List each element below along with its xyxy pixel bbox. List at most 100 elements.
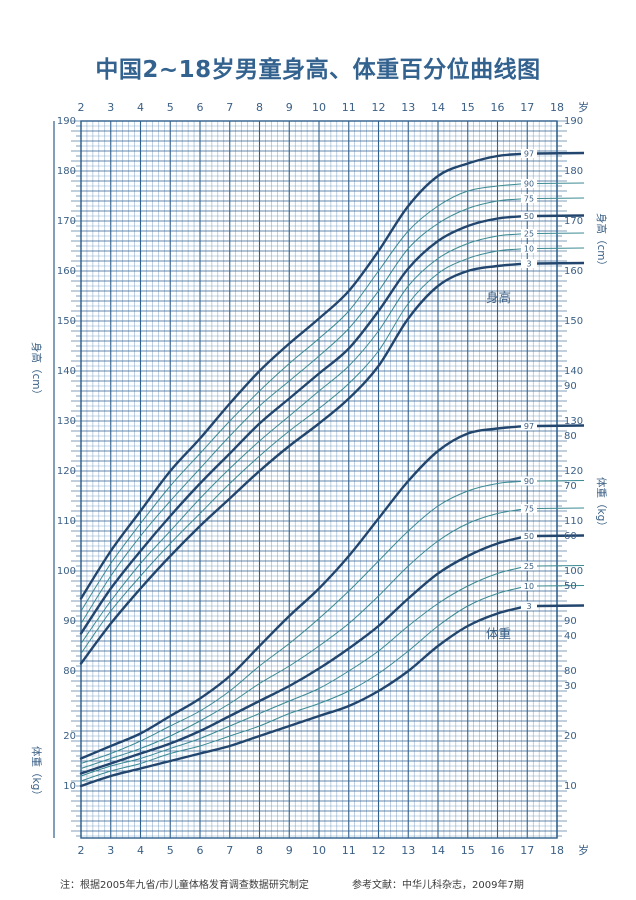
x-tick-label-bottom: 13 xyxy=(401,844,415,857)
weight-curve-p25 xyxy=(80,565,528,777)
x-tick-label-bottom: 11 xyxy=(342,844,356,857)
weight-curve-label-p75: 75 xyxy=(524,505,534,514)
height-curve-p10 xyxy=(80,248,528,654)
footnote: 注：根据2005年九省/市儿童体格发育调查数据研究制定 参考文献：中华儿科杂志，… xyxy=(60,876,564,891)
labels-layer: 2 2 3 3 4 4 5 5 6 6 7 7 8 8 9 9 10 10 11 11 12 12 13 13 14 14 15 15… xyxy=(30,100,608,857)
weight-curve-tail-p97 xyxy=(536,424,585,428)
weight-curve-label-p3: 3 xyxy=(526,602,531,611)
weight-curve-label-p90: 90 xyxy=(524,477,534,486)
x-tick-label-bottom: 14 xyxy=(431,844,445,857)
x-tick-label-top: 4 xyxy=(137,101,144,114)
height-label-bg-p90 xyxy=(521,179,537,188)
height-curve-p97 xyxy=(79,152,529,600)
x-tick-label-top: 5 xyxy=(167,101,174,114)
height-label-bg-p75 xyxy=(521,194,537,203)
weight-curve-tail-p25 xyxy=(536,565,585,567)
x-tick-label-bottom: 2 xyxy=(78,844,85,857)
x-tick-label-top: 10 xyxy=(312,101,326,114)
weight-tick-right: 30 xyxy=(564,681,577,692)
height-tick-left: 100 xyxy=(57,566,76,577)
height-curve-tail-p50 xyxy=(536,214,585,218)
weight-curve-tail-p90 xyxy=(536,480,585,482)
x-tick-label-top: 15 xyxy=(461,101,475,114)
weight-axis-label-right: 体重（kg） xyxy=(595,477,608,532)
x-tick-label-bottom: 8 xyxy=(256,844,263,857)
height-curve-label-p25: 25 xyxy=(524,230,534,239)
height-curve-p3 xyxy=(79,262,529,665)
height-tick-left: 180 xyxy=(57,166,76,177)
x-tick-label-bottom: 5 xyxy=(167,844,174,857)
height-tick-left: 190 xyxy=(57,116,76,127)
height-tick-right: 160 xyxy=(564,266,583,277)
weight-curve-p90 xyxy=(80,480,528,764)
height-tick-right: 100 xyxy=(564,566,583,577)
weight-tick-right: 80 xyxy=(564,431,577,442)
weight-curve-p97 xyxy=(79,424,529,760)
footnote-note: 注：根据2005年九省/市儿童体格发育调查数据研究制定 xyxy=(60,880,309,891)
height-curve-tail-p10 xyxy=(536,247,585,249)
height-block-label: 身高 xyxy=(486,290,511,305)
height-curve-tail-p97 xyxy=(536,151,585,155)
height-tick-right: 190 xyxy=(564,116,583,127)
height-curve-tail-p75 xyxy=(536,197,585,199)
weight-block-label: 体重 xyxy=(486,626,511,641)
x-tick-label-bottom: 15 xyxy=(461,844,475,857)
weight-tick-left: 10 xyxy=(63,781,76,792)
height-tick-left: 120 xyxy=(57,466,76,477)
weight-curve-p3 xyxy=(79,604,529,788)
height-curve-tail-p25 xyxy=(536,232,585,234)
weight-label-bg-p75 xyxy=(521,504,537,513)
x-tick-label-top: 7 xyxy=(226,101,233,114)
weight-curve-label-p25: 25 xyxy=(524,562,534,571)
weight-curve-p75 xyxy=(80,508,528,769)
footnote-reference: 参考文献：中华儿科杂志，2009年7期 xyxy=(352,880,524,891)
x-tick-label-bottom: 7 xyxy=(226,844,233,857)
height-label-bg-p3 xyxy=(521,259,537,268)
weight-curve-tail-p10 xyxy=(536,585,585,587)
x-tick-label-top: 2 xyxy=(78,101,85,114)
height-tick-right: 130 xyxy=(564,416,583,427)
x-tick-label-top: 16 xyxy=(491,101,505,114)
height-curve-label-p10: 10 xyxy=(524,245,534,254)
height-curve-label-p3: 3 xyxy=(526,260,531,269)
height-curve-label-p90: 90 xyxy=(524,180,534,189)
height-curve-p50 xyxy=(79,214,529,635)
x-tick-label-bottom: 17 xyxy=(520,844,534,857)
height-tick-right: 170 xyxy=(564,216,583,227)
height-tick-right: 120 xyxy=(564,466,583,477)
x-tick-label-top: 11 xyxy=(342,101,356,114)
height-curve-tail-p3 xyxy=(536,261,585,265)
height-curve-label-p97: 97 xyxy=(524,150,534,159)
weight-tick-right: 10 xyxy=(564,781,577,792)
x-tick-label-bottom: 3 xyxy=(107,844,114,857)
weight-label-bg-p97 xyxy=(521,421,537,431)
x-tick-label-top: 18 xyxy=(550,101,564,114)
height-axis-label-left: 身高（cm） xyxy=(30,342,43,400)
weight-curve-label-p10: 10 xyxy=(524,582,534,591)
height-curve-p25 xyxy=(80,233,528,644)
weight-label-bg-p3 xyxy=(521,601,537,611)
x-tick-label-top: 9 xyxy=(286,101,293,114)
height-tick-left: 90 xyxy=(63,616,76,627)
weight-tick-right: 50 xyxy=(564,581,577,592)
weight-curve-tail-p75 xyxy=(536,507,585,509)
height-tick-right: 140 xyxy=(564,366,583,377)
weight-curve-tail-p50 xyxy=(536,534,585,538)
height-tick-right: 80 xyxy=(564,666,577,677)
weight-tick-right: 90 xyxy=(564,381,577,392)
height-tick-right: 150 xyxy=(564,316,583,327)
height-tick-left: 160 xyxy=(57,266,76,277)
x-tick-label-bottom: 9 xyxy=(286,844,293,857)
height-curve-label-p50: 50 xyxy=(524,212,534,221)
weight-tick-left: 20 xyxy=(63,731,76,742)
weight-label-bg-p25 xyxy=(521,561,537,571)
height-tick-right: 110 xyxy=(564,516,583,527)
weight-tick-right: 20 xyxy=(564,731,577,742)
weight-curve-label-p50: 50 xyxy=(524,532,534,541)
x-tick-label-bottom: 10 xyxy=(312,844,326,857)
x-unit-top: 岁 xyxy=(578,100,589,114)
x-tick-label-bottom: 12 xyxy=(372,844,386,857)
weight-label-bg-p10 xyxy=(521,581,537,591)
height-curve-p75 xyxy=(80,198,528,624)
